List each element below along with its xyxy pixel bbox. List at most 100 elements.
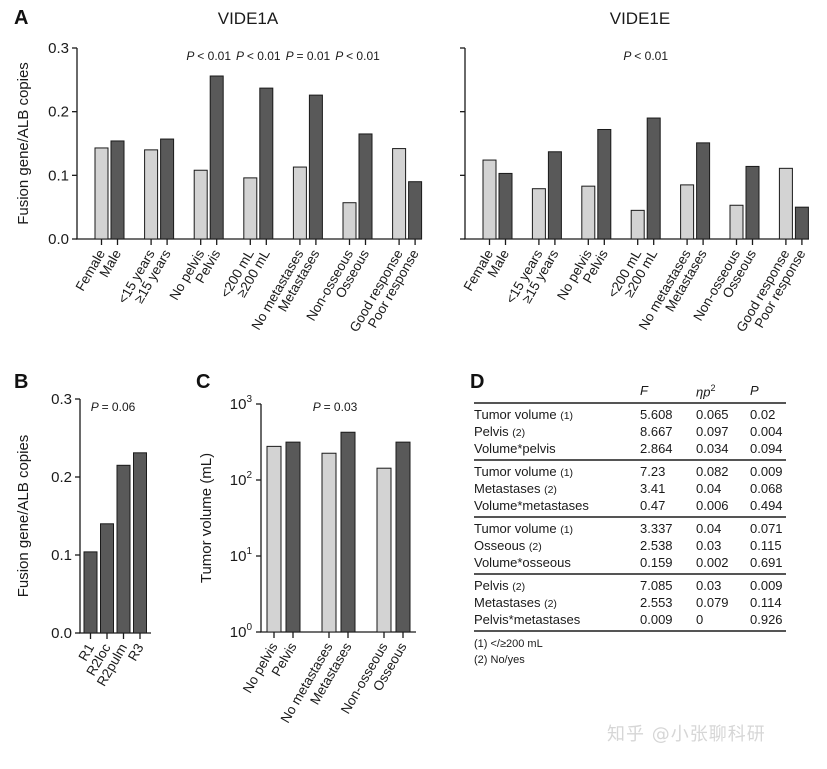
p-value: < 0.01	[634, 49, 668, 63]
tick-exponent: 1	[246, 546, 252, 557]
panel-letter-c: C	[196, 371, 210, 393]
p-value-annotation: P = 0.01	[286, 49, 331, 63]
column-header-eta-sup: 2	[710, 383, 716, 393]
p-value-annotation: P < 0.01	[236, 49, 281, 63]
row-note: (2)	[544, 484, 557, 496]
y-tick-label: 100	[230, 622, 253, 641]
cell-f: 2.538	[640, 538, 673, 553]
y-axis-label: Fusion gene/ALB copies	[15, 62, 32, 225]
bar	[395, 441, 411, 633]
cell-f: 7.23	[640, 464, 666, 479]
bar	[597, 128, 612, 240]
row-label: Metastases (2)	[474, 481, 557, 496]
bar	[680, 184, 695, 240]
panel-letter-d: D	[470, 371, 484, 393]
table-row: Osseous (2) 2.538 0.03 0.115	[474, 537, 786, 554]
bar	[646, 117, 661, 240]
x-tick-label: R3	[125, 641, 147, 663]
y-tick-label: 0.2	[48, 104, 69, 121]
cell-f: 0.009	[640, 612, 673, 627]
row-note: (1)	[560, 467, 574, 479]
y-tick-label: 101	[230, 546, 253, 565]
cell-p: 0.114	[750, 595, 782, 610]
panel-letter-b: B	[14, 371, 28, 393]
anova-table: F ηp2 P Tumor volume (1) 5.608 0.065 0.02 Pe…	[474, 380, 786, 668]
p-symbol: P	[313, 400, 324, 414]
cell-p: 0.004	[750, 424, 783, 439]
column-header-f: F	[640, 383, 648, 398]
y-tick-label: 0.3	[48, 40, 69, 57]
y-tick-label: 0.1	[48, 167, 69, 184]
tick-base: 10	[230, 624, 247, 641]
bar	[116, 464, 131, 634]
cell-p: 0.115	[750, 538, 782, 553]
x-tick-label: R1	[75, 641, 97, 663]
cell-f: 2.864	[640, 441, 673, 456]
bar	[408, 181, 423, 240]
cell-f: 0.159	[640, 555, 673, 570]
table-row-group: Tumor volume (1) 5.608 0.065 0.02 Pelvis (2)…	[474, 404, 786, 461]
cell-f: 3.41	[640, 481, 666, 496]
tick-exponent: 3	[246, 394, 252, 405]
row-note: (2)	[512, 427, 526, 439]
cell-f: 7.085	[640, 578, 673, 593]
y-tick-label: 0.2	[51, 469, 72, 486]
bar	[778, 167, 793, 240]
p-value-annotation: P < 0.01	[335, 49, 380, 63]
bar	[209, 75, 224, 240]
cell-f: 0.47	[640, 498, 666, 513]
cell-f: 2.553	[640, 595, 673, 610]
bar	[794, 206, 809, 240]
bar	[243, 177, 258, 240]
p-value: = 0.06	[102, 400, 136, 414]
y-tick-label: 0.1	[51, 547, 72, 564]
tick-exponent: 0	[246, 622, 252, 633]
p-symbol: P	[623, 49, 634, 63]
p-value-annotation: P < 0.01	[623, 49, 668, 63]
row-label: Tumor volume (1)	[474, 464, 574, 479]
bar	[193, 169, 208, 240]
row-label: Pelvis (2)	[474, 424, 526, 439]
bar	[133, 452, 147, 634]
y-tick-label: 0.3	[51, 391, 72, 408]
cell-eta: 0.03	[696, 538, 722, 553]
tick-base: 10	[230, 396, 247, 413]
bar	[340, 431, 356, 633]
table-body: Tumor volume (1) 5.608 0.065 0.02 Pelvis (2)…	[474, 404, 786, 632]
table-row-group: Tumor volume (1) 3.337 0.04 0.071 Osseous (2…	[474, 518, 786, 575]
column-header-p: P	[750, 383, 759, 398]
table-footnotes: (1) </≥200 mL (2) No/yes	[474, 636, 786, 668]
bar	[144, 149, 159, 240]
y-axis-label: Tumor volume (mL)	[198, 453, 215, 583]
tick-exponent: 2	[246, 470, 252, 481]
column-header-eta-label: ηp	[696, 384, 711, 400]
bar	[745, 165, 760, 240]
table-row: Pelvis (2) 8.667 0.097 0.004	[474, 423, 786, 440]
y-tick-label: 0.0	[48, 231, 69, 248]
table-row: Tumor volume (1) 5.608 0.065 0.02	[474, 406, 786, 423]
cell-eta: 0.065	[696, 407, 729, 422]
row-label: Metastases (2)	[474, 595, 557, 610]
bar	[392, 148, 407, 240]
cell-f: 8.667	[640, 424, 673, 439]
bar	[358, 133, 373, 240]
cell-p: 0.009	[750, 578, 783, 593]
panel-letter-a: A	[14, 7, 28, 29]
bar	[285, 441, 301, 633]
bar	[160, 138, 175, 240]
bar	[696, 142, 711, 240]
column-header-eta: ηp2	[696, 383, 715, 399]
row-note: (2)	[528, 541, 542, 553]
cell-p: 0.691	[750, 555, 783, 570]
cell-p: 0.02	[750, 407, 776, 422]
table-row-group: Tumor volume (1) 7.23 0.082 0.009 Metastases…	[474, 461, 786, 518]
tick-base: 10	[230, 472, 247, 489]
p-value: < 0.01	[197, 49, 231, 63]
cell-eta: 0.03	[696, 578, 722, 593]
p-symbol: P	[236, 49, 247, 63]
p-value-annotation: P < 0.01	[186, 49, 231, 63]
table-row: Volume*pelvis 2.864 0.034 0.094	[474, 440, 786, 457]
cell-eta: 0.006	[696, 498, 729, 513]
